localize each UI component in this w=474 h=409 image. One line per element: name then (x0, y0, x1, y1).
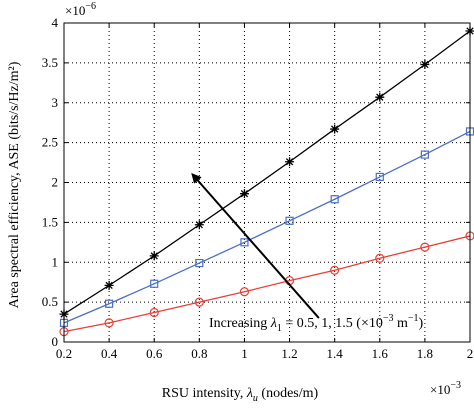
data-point (285, 157, 295, 167)
y-tick-label: 0.5 (42, 294, 58, 309)
y-tick-label: 2.5 (42, 135, 58, 150)
x-tick-label: 0.2 (56, 346, 72, 361)
y-tick-label: 4 (52, 15, 59, 30)
x-tick-label: 0.4 (101, 346, 118, 361)
data-point (330, 265, 340, 275)
y-tick-labels: 0 0.5 1 1.5 2 2.5 3 3.5 4 (42, 15, 59, 349)
series-line (63, 130, 471, 324)
x-tick-labels: 0.2 0.4 0.6 0.8 1 1.2 1.4 1.6 1.8 2 (56, 346, 473, 361)
x-tick-label: 2 (467, 346, 474, 361)
x-tick-label: 0.8 (191, 346, 207, 361)
data-point (420, 242, 430, 252)
data-point (150, 279, 159, 288)
data-point (194, 220, 204, 230)
data-point (149, 307, 159, 318)
data-point (104, 318, 114, 328)
data-point (240, 238, 249, 247)
series-line (63, 30, 471, 315)
x-tick-label: 1 (241, 346, 248, 361)
data-point (194, 297, 204, 307)
data-point (239, 189, 249, 199)
series-asterisk (59, 26, 474, 319)
data-point (420, 150, 429, 159)
data-point (375, 253, 385, 263)
y-tick-label: 1.5 (42, 214, 58, 229)
x-axis-exponent: ×10−3 (430, 380, 461, 397)
data-point (375, 172, 384, 182)
x-axis-label: RSU intensity, λu (nodes/m) (162, 386, 319, 404)
y-tick-label: 2 (52, 175, 59, 190)
data-point (330, 124, 340, 134)
data-point (420, 59, 430, 69)
tick-marks (63, 22, 471, 343)
data-point (239, 287, 250, 297)
data-point (105, 299, 114, 308)
data-point (195, 258, 204, 268)
x-tick-label: 1.4 (327, 346, 344, 361)
data-point (285, 216, 294, 225)
data-point (330, 195, 339, 204)
x-tick-label: 1.6 (372, 346, 389, 361)
series-square (59, 127, 474, 327)
series-line (63, 235, 471, 333)
annotation-text: Increasing λ1 = 0.5, 1, 1.5 (×10−3 m−1) (209, 313, 424, 334)
data-point (149, 251, 159, 261)
grid (64, 23, 470, 342)
annotation-arrow (191, 173, 320, 319)
y-tick-label: 3 (52, 95, 59, 110)
x-tick-label: 1.8 (417, 346, 433, 361)
data-point (375, 92, 385, 102)
y-tick-label: 3.5 (42, 55, 58, 70)
series-group (59, 26, 474, 337)
y-tick-label: 1 (52, 254, 59, 269)
x-tick-label: 0.6 (146, 346, 163, 361)
data-point (104, 280, 114, 290)
y-axis-exponent: ×10−6 (65, 1, 96, 18)
x-tick-label: 1.2 (281, 346, 297, 361)
y-tick-label: 0 (52, 334, 59, 349)
y-axis-label: Area spectral efficiency, ASE (bits/s/Hz… (7, 61, 22, 308)
